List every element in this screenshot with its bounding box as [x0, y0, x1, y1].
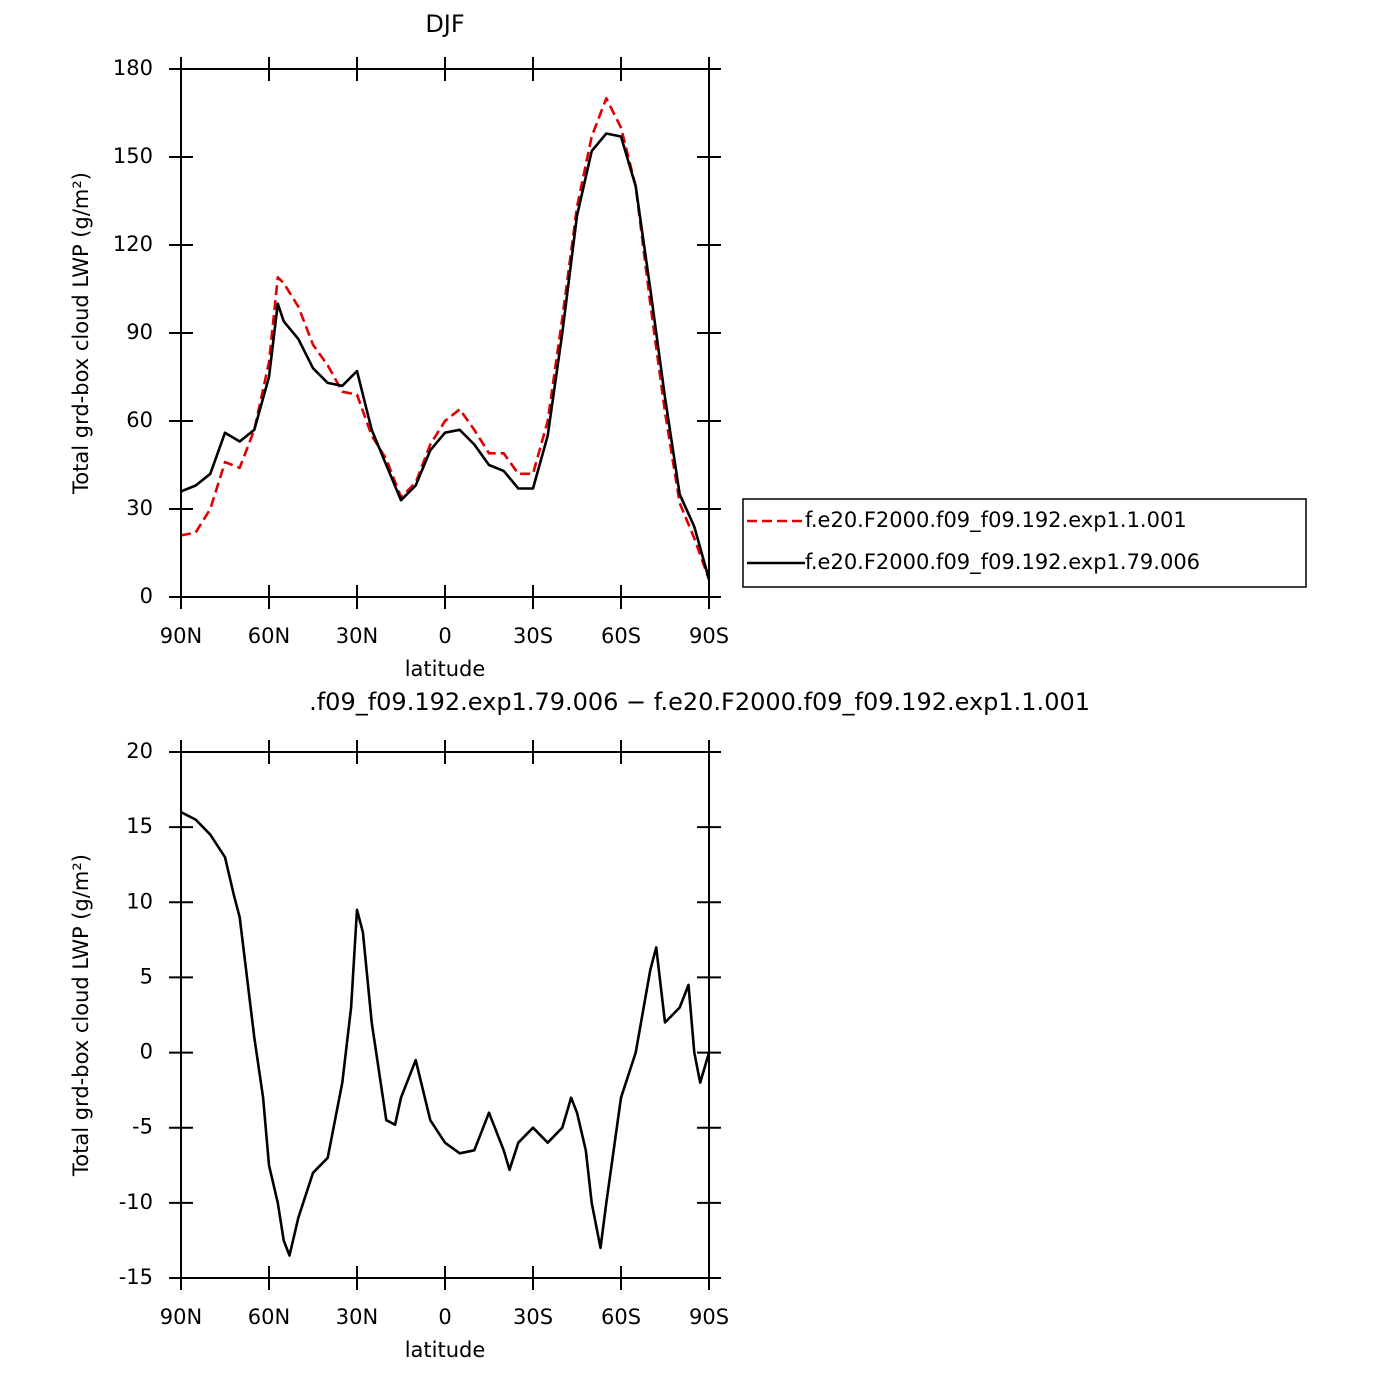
chart-title: .f09_f09.192.exp1.79.006 − f.e20.F2000.f… — [309, 688, 1090, 716]
x-axis-label: latitude — [405, 657, 486, 681]
legend-label: f.e20.F2000.f09_f09.192.exp1.79.006 — [805, 550, 1200, 575]
y-tick-label: 90 — [126, 320, 153, 344]
y-axis-label: Total grd-box cloud LWP (g/m²) — [69, 854, 93, 1177]
y-tick-label: 20 — [126, 739, 153, 763]
x-tick-label: 0 — [438, 624, 451, 648]
y-tick-label: 10 — [126, 889, 153, 913]
x-tick-label: 90S — [689, 624, 729, 648]
x-tick-label: 60N — [248, 1305, 290, 1329]
x-tick-label: 90N — [160, 1305, 202, 1329]
x-axis-label: latitude — [405, 1338, 486, 1362]
x-tick-label: 60S — [601, 1305, 641, 1329]
y-tick-label: 30 — [126, 496, 153, 520]
plot-frame — [180, 751, 710, 1279]
y-tick-label: -15 — [119, 1265, 153, 1289]
legend-label: f.e20.F2000.f09_f09.192.exp1.1.001 — [805, 508, 1187, 533]
x-tick-label: 90S — [689, 1305, 729, 1329]
series-line — [180, 97, 711, 580]
x-tick-label: 30N — [336, 624, 378, 648]
series-line — [180, 132, 711, 580]
x-tick-label: 90N — [160, 624, 202, 648]
x-tick-label: 60S — [601, 624, 641, 648]
y-tick-label: 60 — [126, 408, 153, 432]
x-tick-label: 30N — [336, 1305, 378, 1329]
series-line — [180, 810, 711, 1257]
y-tick-label: 180 — [113, 56, 153, 80]
y-tick-label: 0 — [140, 584, 153, 608]
x-tick-label: 30S — [513, 624, 553, 648]
y-tick-label: 150 — [113, 144, 153, 168]
plot-frame — [180, 68, 710, 598]
y-tick-label: 120 — [113, 232, 153, 256]
x-tick-label: 0 — [438, 1305, 451, 1329]
x-tick-label: 30S — [513, 1305, 553, 1329]
y-axis-label: Total grd-box cloud LWP (g/m²) — [69, 172, 93, 495]
chart-title: DJF — [425, 10, 464, 38]
x-tick-label: 60N — [248, 624, 290, 648]
y-tick-label: 15 — [126, 814, 153, 838]
y-tick-label: -10 — [119, 1190, 153, 1214]
legend-box — [742, 498, 1307, 588]
y-tick-label: 0 — [140, 1040, 153, 1064]
y-tick-label: -5 — [132, 1115, 153, 1139]
y-tick-label: 5 — [140, 964, 153, 988]
